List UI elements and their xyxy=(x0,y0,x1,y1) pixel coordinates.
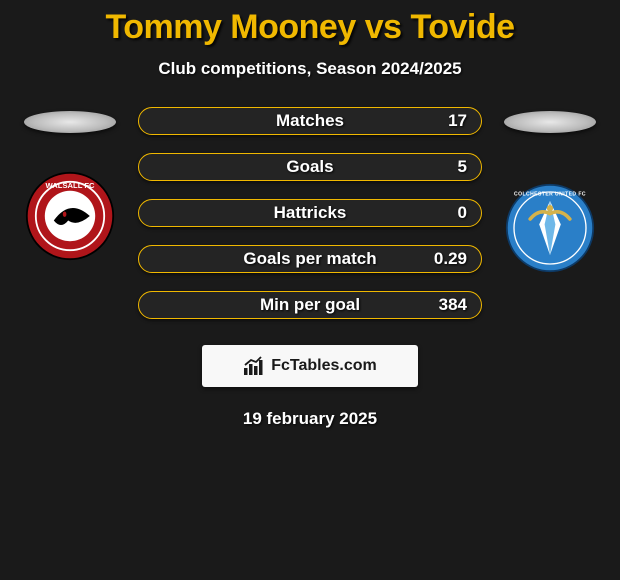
attribution-text: FcTables.com xyxy=(271,357,377,375)
stat-row-goals: Goals 5 xyxy=(138,153,482,181)
main-row: WALSALL FC Matches 17 Goals 5 Hattricks … xyxy=(0,107,620,319)
colchester-badge-icon: COLCHESTER UNITED FC xyxy=(505,178,595,278)
stat-label: Hattricks xyxy=(274,200,347,226)
svg-text:COLCHESTER UNITED FC: COLCHESTER UNITED FC xyxy=(514,192,586,198)
svg-text:WALSALL FC: WALSALL FC xyxy=(46,181,95,190)
stats-column: Matches 17 Goals 5 Hattricks 0 Goals per… xyxy=(138,107,482,319)
left-player-col: WALSALL FC xyxy=(20,107,120,261)
attribution-badge[interactable]: FcTables.com xyxy=(202,345,418,387)
stat-value-right: 0.29 xyxy=(434,246,467,272)
player-placeholder-right xyxy=(504,111,596,133)
comparison-card: Tommy Mooney vs Tovide Club competitions… xyxy=(0,0,620,429)
chart-icon xyxy=(243,356,265,376)
stat-row-gpm: Goals per match 0.29 xyxy=(138,245,482,273)
stat-label: Matches xyxy=(276,108,344,134)
right-club-badge: COLCHESTER UNITED FC xyxy=(505,183,595,273)
page-subtitle: Club competitions, Season 2024/2025 xyxy=(0,59,620,79)
date-label: 19 february 2025 xyxy=(0,409,620,429)
right-player-col: COLCHESTER UNITED FC xyxy=(500,107,600,273)
stat-value-right: 384 xyxy=(439,292,467,318)
walsall-badge-icon: WALSALL FC xyxy=(25,171,115,261)
stat-label: Goals xyxy=(286,154,333,180)
stat-value-right: 5 xyxy=(458,154,467,180)
stat-row-matches: Matches 17 xyxy=(138,107,482,135)
left-club-badge: WALSALL FC xyxy=(25,171,115,261)
stat-label: Min per goal xyxy=(260,292,360,318)
stat-row-mpg: Min per goal 384 xyxy=(138,291,482,319)
stat-label: Goals per match xyxy=(243,246,376,272)
stat-value-right: 0 xyxy=(458,200,467,226)
page-title: Tommy Mooney vs Tovide xyxy=(0,8,620,47)
player-placeholder-left xyxy=(24,111,116,133)
stat-value-right: 17 xyxy=(448,108,467,134)
stat-row-hattricks: Hattricks 0 xyxy=(138,199,482,227)
